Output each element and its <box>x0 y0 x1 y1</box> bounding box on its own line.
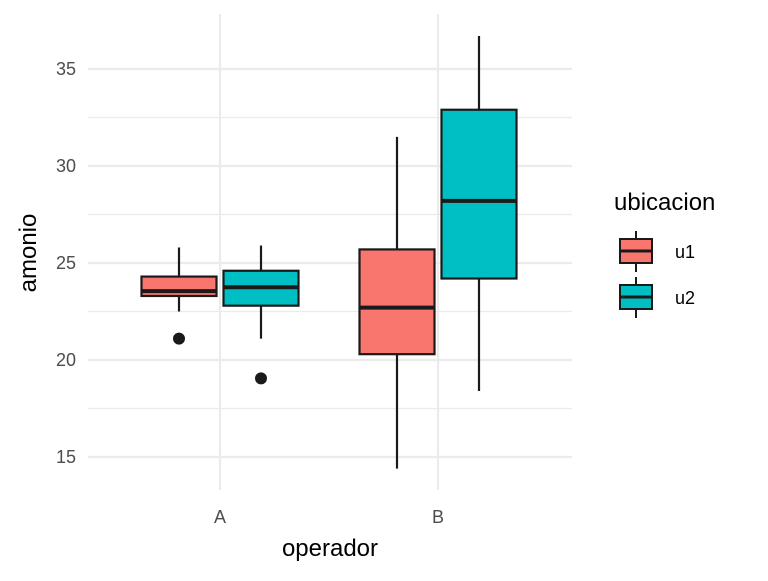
legend-label-u1: u1 <box>675 242 695 262</box>
legend-title: ubicacion <box>614 189 715 216</box>
box-iqr <box>358 248 436 356</box>
box-iqr <box>440 108 518 280</box>
y-tick-label: 35 <box>56 59 76 79</box>
x-tick-label: B <box>432 507 444 527</box>
x-axis-title: operador <box>282 535 378 562</box>
y-tick-label: 25 <box>56 253 76 273</box>
x-tick-label: A <box>214 507 226 527</box>
legend: ubicacion u1 u2 <box>614 189 715 318</box>
outlier-point <box>255 372 267 385</box>
grid-major <box>88 14 572 490</box>
box-u2-B <box>440 36 518 392</box>
box-layer <box>140 36 518 469</box>
box-u2-A <box>222 245 300 385</box>
outlier-point <box>173 332 185 345</box>
y-axis-title: amonio <box>15 214 42 293</box>
y-tick-label: 30 <box>56 156 76 176</box>
box-u1-B <box>358 136 436 469</box>
legend-key-u1 <box>619 231 653 272</box>
y-tick-label: 15 <box>56 447 76 467</box>
box-u1-A <box>140 247 218 345</box>
legend-key-u2 <box>619 277 653 318</box>
y-tick-labels: 15 20 25 30 35 <box>56 59 76 467</box>
legend-label-u2: u2 <box>675 288 695 308</box>
y-tick-label: 20 <box>56 350 76 370</box>
